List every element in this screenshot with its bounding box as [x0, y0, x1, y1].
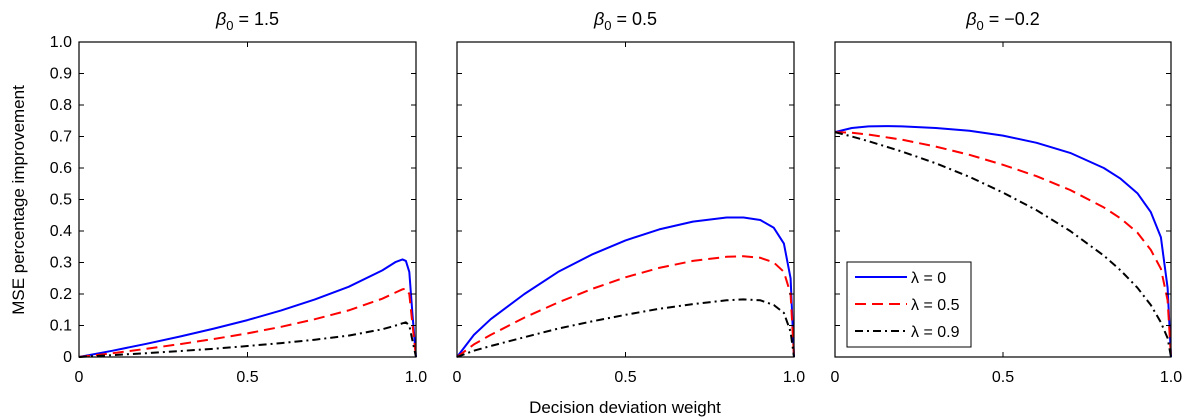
chart-panel-2: β0 = 0.5 0 0.5 1.0	[453, 9, 806, 386]
y-tick-label: 0.2	[50, 286, 72, 303]
y-tick-label: 0.9	[50, 66, 72, 83]
y-tick-label: 1.0	[50, 34, 72, 51]
panel-title: β0 = −0.2	[965, 9, 1040, 33]
series-line-1	[834, 125, 1172, 358]
x-tick-label: 1.0	[783, 369, 805, 386]
chart-panel-1: β0 = 1.5 0 0.1 0.2 0.3 0.4 0.5 0.6 0.7 0.8 0.9 1.0 0…	[50, 9, 427, 386]
y-tick-label: 0.1	[50, 318, 72, 335]
x-tick-label: 0.5	[992, 369, 1014, 386]
series-line-2	[456, 255, 795, 358]
y-tick-label: 0.8	[50, 97, 72, 114]
panel-title: β0 = 0.5	[593, 9, 657, 33]
y-tick-label: 0	[63, 349, 72, 366]
series-line-2	[834, 131, 1172, 358]
x-tick-label: 1.0	[1160, 369, 1182, 386]
y-tick-label: 0.5	[50, 192, 72, 209]
legend-label-1: λ = 0	[911, 270, 946, 287]
x-tick-label: 0	[75, 369, 84, 386]
y-tick-label: 0.4	[50, 223, 72, 240]
series-line-1	[78, 258, 417, 358]
series-line-1	[456, 216, 795, 358]
x-tick-label: 0.5	[236, 369, 258, 386]
legend-label-3: λ = 0.9	[911, 324, 960, 341]
series-line-3	[834, 131, 1172, 358]
y-tick-label: 0.7	[50, 129, 72, 146]
series-line-3	[78, 321, 417, 358]
axes-frame	[456, 41, 795, 358]
y-tick-label: 0.6	[50, 160, 72, 177]
series-line-2	[78, 287, 417, 358]
axes-frame	[78, 41, 417, 358]
x-tick-label: 0.5	[614, 369, 636, 386]
x-tick-label: 0	[831, 369, 840, 386]
panel-title: β0 = 1.5	[215, 9, 279, 33]
y-axis-label: MSE percentage improvement	[9, 85, 28, 315]
legend-label-2: λ = 0.5	[911, 297, 960, 314]
x-tick-label: 1.0	[405, 369, 427, 386]
y-tick-label: 0.3	[50, 255, 72, 272]
x-tick-label: 0	[453, 369, 462, 386]
series-line-3	[456, 298, 795, 358]
legend: λ = 0 λ = 0.5 λ = 0.9	[846, 261, 972, 348]
chart-panel-3: β0 = −0.2 0 0.5 1.0	[831, 9, 1183, 386]
x-axis-label: Decision deviation weight	[529, 398, 721, 417]
